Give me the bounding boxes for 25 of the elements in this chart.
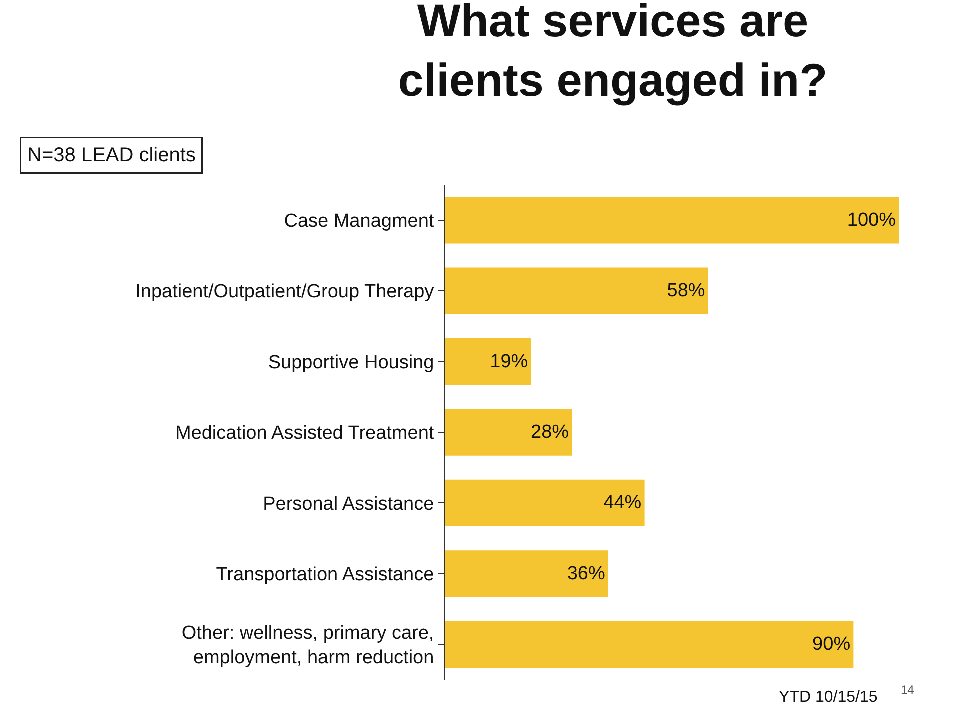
bar (445, 197, 900, 244)
bar (445, 621, 854, 668)
y-tick-label: Supportive Housing (268, 352, 434, 374)
bar (445, 338, 532, 386)
bar (445, 268, 708, 314)
data-label: 19% (490, 351, 528, 372)
y-tick-label: Transportation Assistance (216, 564, 434, 586)
y-tick-label: Other: wellness, primary care, employment, harm reduction (182, 622, 434, 669)
text: N=38 LEAD clients (28, 144, 196, 166)
data-label: 28% (531, 422, 570, 443)
data-label: 36% (567, 563, 606, 584)
y-tick-label: Medication Assisted Treatment (175, 423, 435, 444)
text: YTD 10/15/15 (779, 689, 878, 706)
data-label: 44% (604, 492, 642, 514)
chart-title: What services are clients engaged in? (398, 0, 828, 106)
y-tick-label: Personal Assistance (263, 494, 434, 515)
data-label: 58% (667, 280, 706, 302)
bar (445, 480, 645, 527)
bar (445, 409, 572, 456)
y-tick-label: Case Managment (284, 211, 435, 232)
bar (445, 550, 608, 598)
y-tick-label: Inpatient/Outpatient/Group Therapy (136, 282, 435, 303)
text: 14 (901, 683, 915, 697)
data-label: 90% (812, 634, 851, 656)
data-label: 100% (847, 210, 896, 231)
